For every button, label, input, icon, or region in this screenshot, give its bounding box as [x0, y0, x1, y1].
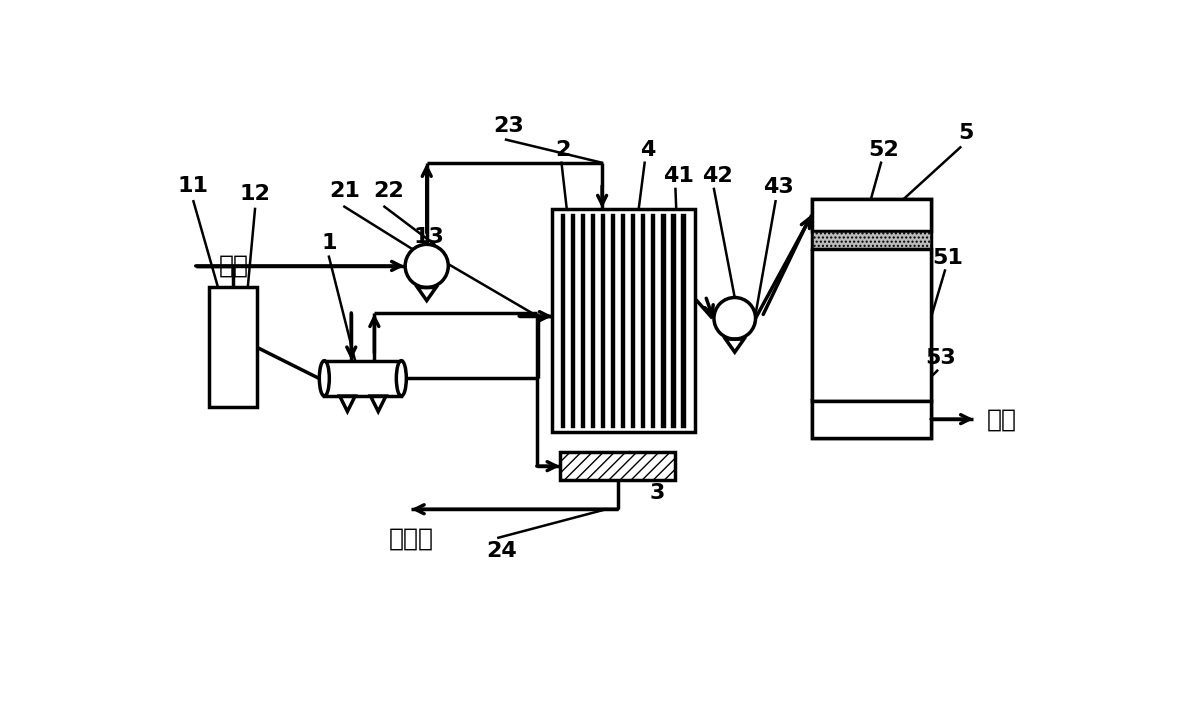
- Text: 41: 41: [663, 166, 694, 186]
- Bar: [812, 199, 931, 231]
- Text: 51: 51: [932, 248, 964, 268]
- Text: 52: 52: [869, 141, 899, 161]
- Bar: [812, 401, 931, 438]
- Bar: [602, 213, 605, 428]
- Bar: [641, 213, 646, 428]
- Bar: [552, 209, 694, 433]
- Bar: [632, 213, 635, 428]
- Text: 23: 23: [493, 116, 525, 136]
- Text: 5: 5: [958, 123, 973, 143]
- Text: 4: 4: [640, 141, 656, 161]
- Ellipse shape: [396, 360, 407, 396]
- Bar: [611, 213, 616, 428]
- Bar: [660, 213, 665, 428]
- Text: 53: 53: [925, 348, 955, 368]
- Bar: [651, 213, 656, 428]
- Bar: [812, 231, 931, 249]
- Bar: [561, 213, 565, 428]
- Bar: [325, 360, 402, 396]
- Ellipse shape: [319, 360, 330, 396]
- Text: 原水: 原水: [219, 254, 249, 278]
- Text: 出水: 出水: [986, 407, 1017, 431]
- Bar: [571, 213, 575, 428]
- Bar: [209, 288, 256, 407]
- Text: 13: 13: [414, 227, 444, 247]
- Bar: [681, 213, 686, 428]
- Text: 2: 2: [556, 141, 570, 161]
- Text: 22: 22: [373, 181, 404, 201]
- Text: 3: 3: [650, 483, 665, 503]
- Bar: [581, 213, 586, 428]
- Text: 42: 42: [701, 166, 733, 186]
- Bar: [671, 213, 676, 428]
- Bar: [621, 213, 626, 428]
- Bar: [812, 249, 931, 401]
- Text: 1: 1: [321, 233, 337, 253]
- Bar: [812, 199, 931, 438]
- Text: 排泥水: 排泥水: [389, 526, 434, 551]
- Circle shape: [405, 244, 449, 288]
- Bar: [591, 213, 595, 428]
- Text: 21: 21: [328, 181, 360, 201]
- Text: 43: 43: [763, 177, 794, 198]
- Text: 24: 24: [486, 541, 517, 561]
- Text: 12: 12: [239, 184, 271, 203]
- Bar: [559, 452, 675, 480]
- Circle shape: [713, 298, 755, 339]
- Text: 11: 11: [178, 176, 209, 196]
